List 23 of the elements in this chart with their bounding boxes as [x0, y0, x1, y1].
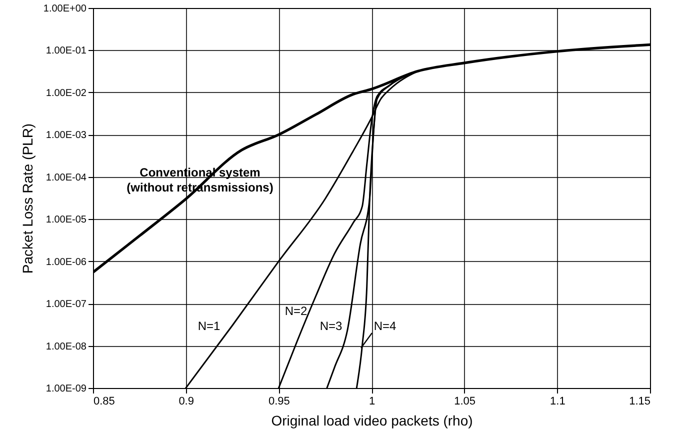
y-tick-label: 1.00E-09 — [46, 384, 87, 394]
x-tick-label: 0.85 — [94, 396, 115, 408]
y-tick-label: 1.00E+00 — [43, 4, 87, 14]
y-tick-label: 1.00E-06 — [46, 256, 87, 268]
y-axis-title: Packet Loss Rate (PLR) — [19, 123, 36, 274]
x-tick-label: 1 — [368, 396, 376, 408]
y-tick-label: 1.00E-07 — [46, 299, 87, 310]
x-tick-label: 0.95 — [268, 396, 290, 408]
x-tick-label: 1.1 — [550, 396, 566, 408]
y-tick-label: 1.00E-04 — [46, 172, 87, 184]
y-tick-label: 1.00E-01 — [46, 46, 87, 57]
x-tick-label: 0.9 — [178, 396, 194, 408]
series-label: N=1 — [198, 319, 220, 333]
x-tick-label: 1.05 — [454, 396, 476, 408]
y-tick-label: 1.00E-02 — [46, 88, 87, 99]
series-label: N=3 — [320, 319, 342, 333]
x-tick-label: 1.15 — [629, 396, 650, 408]
y-tick-label: 1.00E-03 — [46, 130, 87, 142]
series-label: N=4 — [374, 319, 396, 333]
series-label: N=2 — [284, 304, 308, 318]
x-axis-title: Original load video packets (rho) — [271, 412, 473, 428]
y-tick-label: 1.00E-08 — [46, 341, 87, 352]
y-tick-label: 1.00E-05 — [46, 214, 87, 226]
